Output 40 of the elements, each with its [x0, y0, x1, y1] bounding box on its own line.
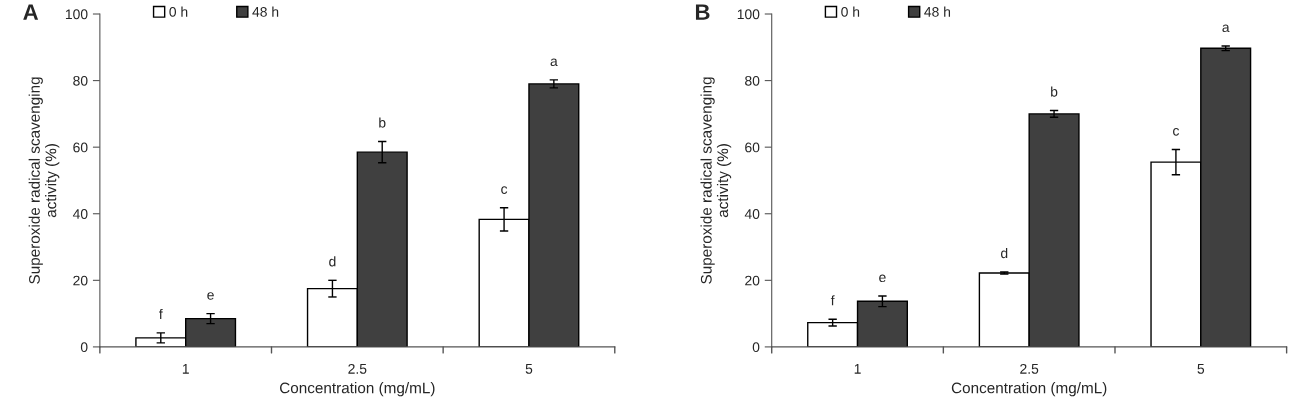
annotation: c: [1173, 128, 1180, 136]
y-axis-title: Superoxide radical scavenging activity (%): [700, 77, 732, 284]
legend-label: 48 h: [924, 6, 951, 17]
x-axis-title: Concentration (mg/mL): [951, 382, 1107, 397]
y-tick-label: 80: [745, 75, 760, 86]
y-tick-label: 0: [752, 342, 760, 353]
y-tick-label: 20: [745, 275, 760, 286]
y-tick-label: 60: [73, 142, 88, 153]
annotation: b: [379, 117, 386, 128]
annotation: a: [550, 58, 558, 67]
x-tick-label: 5: [525, 364, 533, 374]
y-tick-label: 0: [80, 342, 88, 353]
legend-label: 0 h: [169, 6, 188, 17]
y-tick-label: 60: [745, 142, 760, 153]
legend-label: 48 h: [252, 6, 279, 17]
y-tick-label: 100: [65, 9, 88, 20]
x-tick-label: 5: [1197, 364, 1205, 374]
legend-label: 0 h: [841, 6, 860, 17]
annotation: a: [1222, 24, 1230, 33]
annotation: d: [329, 256, 336, 267]
x-tick-label: 1: [182, 364, 189, 374]
annotation: c: [501, 186, 508, 194]
x-axis-title: Concentration (mg/mL): [279, 382, 435, 397]
annotation: b: [1051, 86, 1058, 97]
annotation: f: [159, 308, 163, 319]
chart-title: B: [695, 4, 710, 20]
annotation: d: [1001, 247, 1008, 259]
x-tick-label: 2.5: [1020, 363, 1039, 374]
annotation: e: [207, 292, 214, 300]
y-axis-title: Superoxide radical scavenging activity (%): [28, 77, 60, 284]
y-tick-label: 20: [73, 275, 88, 286]
y-tick-label: 40: [72, 209, 88, 219]
y-tick-label: 80: [73, 75, 88, 86]
y-tick-label: 100: [737, 9, 760, 20]
chart-title: A: [23, 4, 39, 20]
annotation: f: [830, 295, 835, 306]
x-tick-label: 1: [854, 364, 861, 374]
annotation: e: [879, 274, 886, 283]
y-tick-label: 40: [744, 209, 760, 219]
x-tick-label: 2.5: [348, 363, 367, 374]
